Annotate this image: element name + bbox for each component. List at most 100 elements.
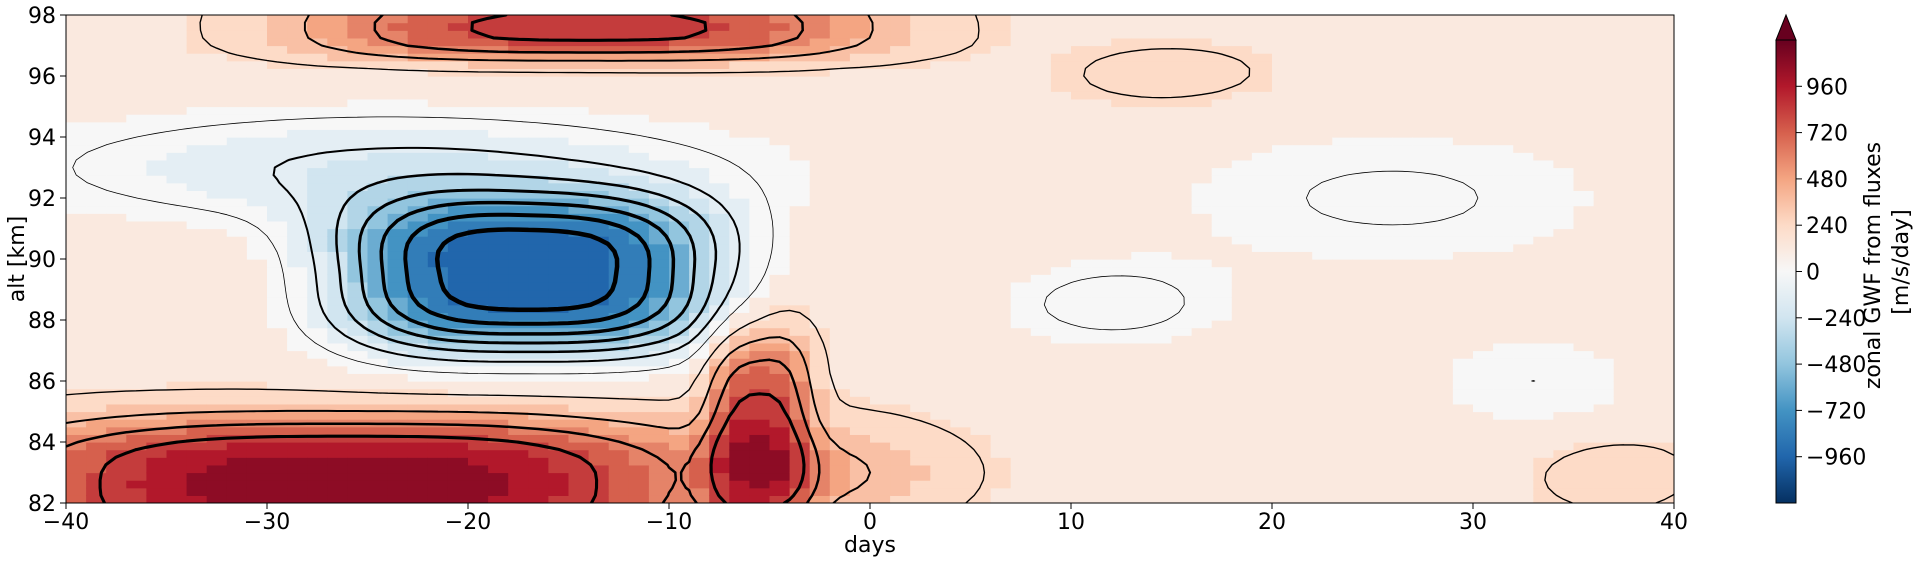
heatmap-cell (367, 373, 389, 382)
heatmap-cell (1091, 320, 1112, 329)
heatmap-cell (186, 213, 208, 222)
heatmap-cell (1533, 381, 1554, 390)
heatmap-cell (407, 304, 429, 313)
heatmap-cell (1473, 442, 1494, 451)
heatmap-cell (307, 335, 328, 344)
heatmap-cell (930, 60, 951, 69)
heatmap-cell (1312, 281, 1333, 291)
heatmap-cell (387, 22, 409, 31)
heatmap-cell (1111, 228, 1132, 237)
heatmap-cell (367, 236, 389, 245)
heatmap-cell (1251, 335, 1273, 344)
heatmap-cell (1573, 358, 1595, 367)
heatmap-cell (1412, 350, 1434, 359)
heatmap-cell (568, 205, 590, 214)
heatmap-cell (849, 358, 871, 367)
heatmap-cell (1352, 480, 1374, 489)
heatmap-cell (106, 464, 127, 474)
heatmap-cell (648, 335, 670, 344)
heatmap-cell (106, 358, 127, 367)
heatmap-cell (809, 342, 831, 352)
heatmap-cell (146, 37, 168, 47)
heatmap-cell (1432, 60, 1454, 69)
heatmap-cell (246, 76, 268, 85)
heatmap-cell (267, 129, 288, 138)
heatmap-cell (950, 152, 972, 161)
heatmap-cell (1231, 297, 1253, 306)
heatmap-cell (568, 472, 590, 481)
heatmap-cell (1151, 243, 1173, 252)
heatmap-cell (246, 220, 268, 230)
heatmap-cell (588, 220, 610, 230)
heatmap-cell (729, 373, 750, 382)
heatmap-cell (1392, 83, 1414, 92)
heatmap-cell (1312, 480, 1333, 489)
heatmap-cell (749, 358, 771, 367)
heatmap-cell (970, 228, 992, 237)
heatmap-cell (769, 411, 791, 420)
heatmap-cell (146, 137, 168, 146)
heatmap-cell (1513, 358, 1534, 367)
heatmap-cell (729, 144, 750, 153)
heatmap-cell (488, 114, 509, 123)
heatmap-cell (568, 411, 590, 420)
heatmap-cell (990, 396, 1012, 405)
heatmap-cell (749, 144, 771, 153)
heatmap-cell (367, 190, 389, 199)
heatmap-cell (1231, 335, 1253, 344)
heatmap-cell (267, 190, 288, 199)
heatmap-cell (1432, 449, 1454, 458)
heatmap-cell (1573, 83, 1595, 92)
heatmap-cell (950, 198, 972, 207)
heatmap-cell (648, 167, 670, 176)
heatmap-cell (528, 190, 549, 199)
heatmap-cell (970, 274, 992, 283)
heatmap-cell (1412, 480, 1434, 489)
heatmap-cell (1553, 53, 1575, 62)
heatmap-cell (890, 426, 911, 435)
heatmap-cell (709, 320, 730, 329)
heatmap-cell (267, 472, 288, 481)
heatmap-cell (669, 37, 690, 47)
heatmap-cell (387, 76, 409, 85)
heatmap-cell (1593, 121, 1615, 130)
heatmap-cell (849, 327, 871, 336)
heatmap-cell (146, 457, 168, 466)
heatmap-cell (1131, 251, 1152, 260)
heatmap-cell (468, 289, 489, 298)
heatmap-cell (1151, 60, 1173, 69)
heatmap-cell (548, 281, 570, 291)
heatmap-cell (709, 335, 730, 344)
heatmap-cell (1151, 159, 1173, 169)
heatmap-cell (910, 259, 931, 268)
heatmap-cell (287, 434, 308, 443)
heatmap-cell (307, 388, 328, 397)
heatmap-cell (206, 205, 228, 214)
heatmap-cell (307, 15, 328, 24)
heatmap-cell (769, 426, 791, 435)
heatmap-cell (1432, 205, 1454, 214)
heatmap-cell (126, 297, 147, 306)
heatmap-cell (1151, 327, 1173, 336)
heatmap-cell (166, 167, 188, 176)
heatmap-cell (648, 159, 670, 169)
heatmap-cell (1191, 304, 1213, 313)
heatmap-cell (1071, 167, 1092, 176)
heatmap-cell (809, 266, 831, 275)
heatmap-cell (447, 480, 469, 489)
heatmap-cell (1593, 358, 1615, 367)
heatmap-cell (347, 15, 369, 24)
heatmap-cell (387, 274, 409, 283)
heatmap-cell (1553, 320, 1575, 329)
heatmap-cell (870, 365, 891, 374)
heatmap-cell (528, 312, 549, 321)
heatmap-cell (1513, 297, 1534, 306)
heatmap-cell (870, 411, 891, 420)
heatmap-cell (488, 121, 509, 130)
heatmap-cell (1211, 167, 1233, 176)
heatmap-cell (970, 335, 992, 344)
heatmap-cell (66, 182, 87, 191)
heatmap-cell (990, 213, 1012, 222)
heatmap-cell (1312, 190, 1333, 199)
heatmap-cell (890, 144, 911, 153)
